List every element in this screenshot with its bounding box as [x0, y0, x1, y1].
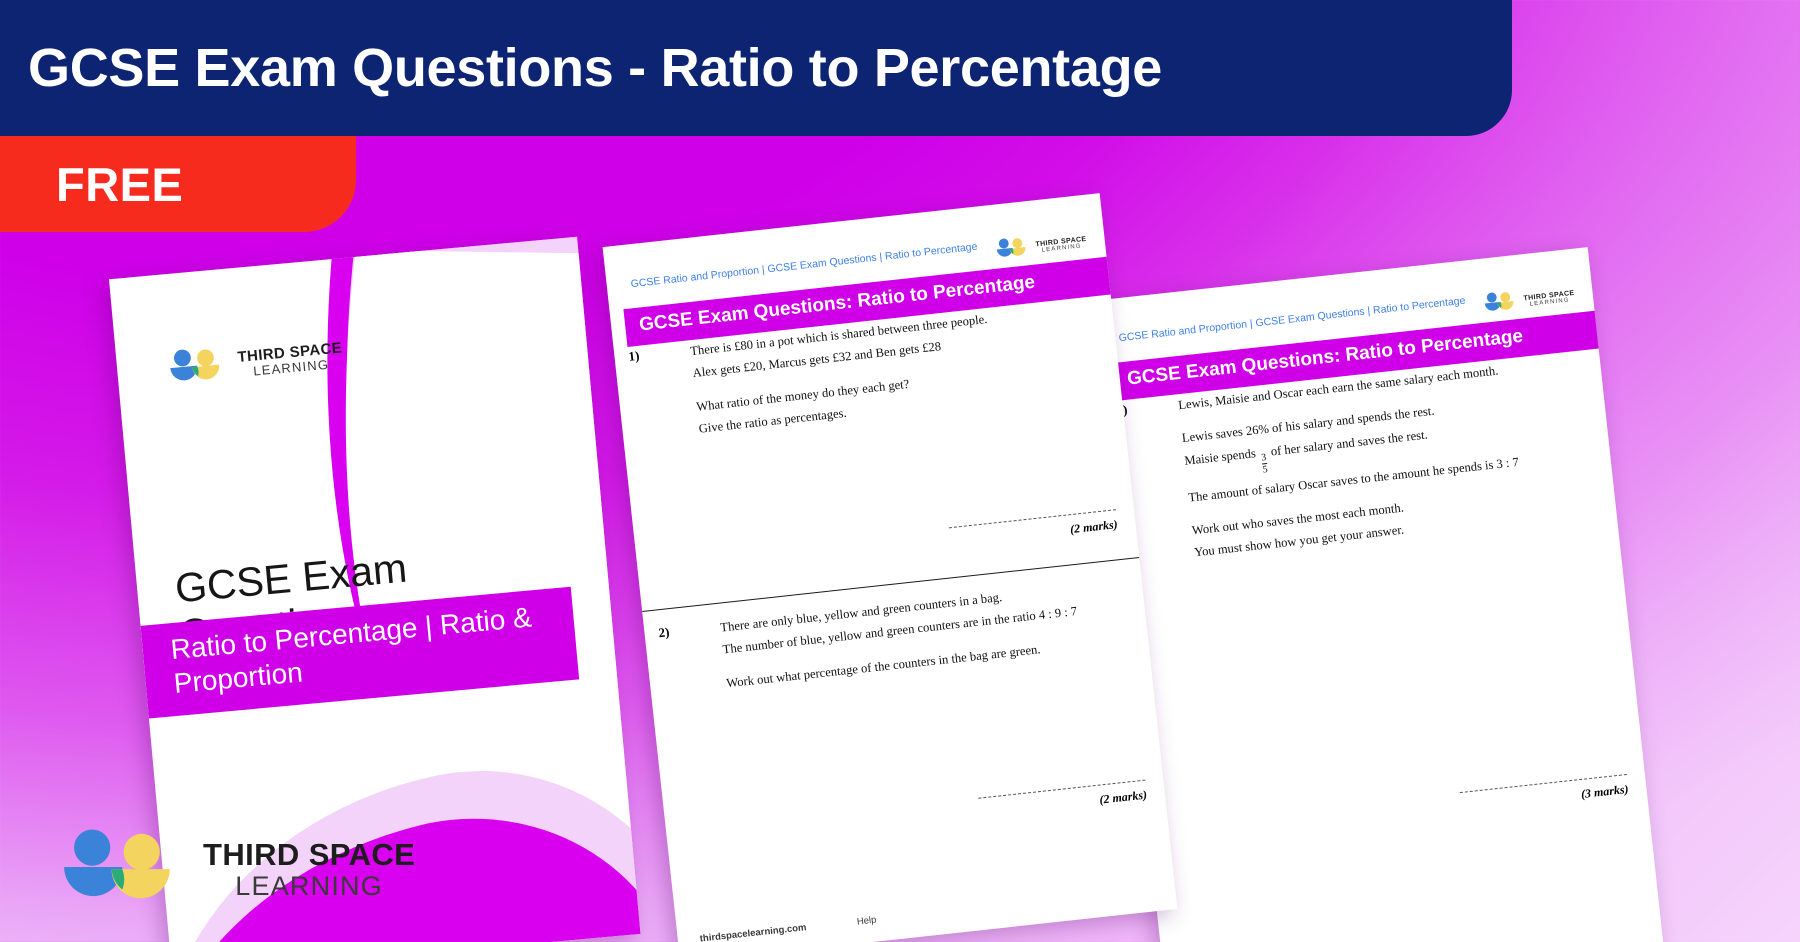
worksheet-page-2: GCSE Ratio and Proportion | GCSE Exam Qu…	[1090, 247, 1666, 942]
question-1-marks-row: (2 marks)	[948, 509, 1119, 550]
question-3-marks: (3 marks)	[1580, 781, 1630, 801]
question-1-marks: (2 marks)	[1069, 517, 1119, 537]
brand-footer-logo: THIRD SPACE LEARNING	[62, 828, 415, 911]
third-space-learning-icon	[995, 235, 1032, 266]
question-2-number: 2)	[657, 624, 671, 641]
free-badge-label: FREE	[56, 157, 184, 211]
worksheet-footer-url: thirdspacelearning.com	[699, 922, 808, 942]
question-3-marks-row: (3 marks)	[1459, 773, 1630, 815]
question-2-marks: (2 marks)	[1098, 787, 1148, 807]
worksheet-footer-help: Help	[856, 914, 877, 928]
question-2: 2) There are only blue, yellow and green…	[644, 573, 1149, 704]
worksheet-logo-wordmark: THIRD SPACE LEARNING	[1035, 235, 1088, 254]
free-badge: FREE	[0, 136, 356, 232]
third-space-learning-icon	[168, 345, 229, 391]
question-2-body: There are only blue, yellow and green co…	[719, 576, 1123, 692]
cover-logo-wordmark: THIRD SPACE LEARNING	[237, 339, 344, 379]
page-title: GCSE Exam Questions - Ratio to Percentag…	[28, 38, 1162, 98]
brand-footer-wordmark: THIRD SPACE LEARNING	[203, 837, 416, 901]
cover-logo: THIRD SPACE LEARNING	[168, 335, 345, 392]
third-space-learning-icon	[62, 828, 187, 911]
question-2-marks-row: (2 marks)	[978, 779, 1148, 821]
fraction-three-fifths: 3 5	[1260, 452, 1269, 477]
third-space-learning-icon	[1483, 289, 1520, 320]
question-1-number: 1)	[627, 347, 641, 364]
fraction-denominator: 5	[1262, 463, 1269, 477]
worksheet-page-1: GCSE Ratio and Proportion | GCSE Exam Qu…	[602, 193, 1178, 942]
brand-name-line2: LEARNING	[235, 870, 383, 901]
brand-name-line1: THIRD SPACE	[203, 837, 416, 873]
header-bar: GCSE Exam Questions - Ratio to Percentag…	[0, 0, 1512, 136]
worksheet-logo-wordmark: THIRD SPACE LEARNING	[1523, 289, 1576, 308]
fraction-numerator: 3	[1260, 452, 1267, 464]
